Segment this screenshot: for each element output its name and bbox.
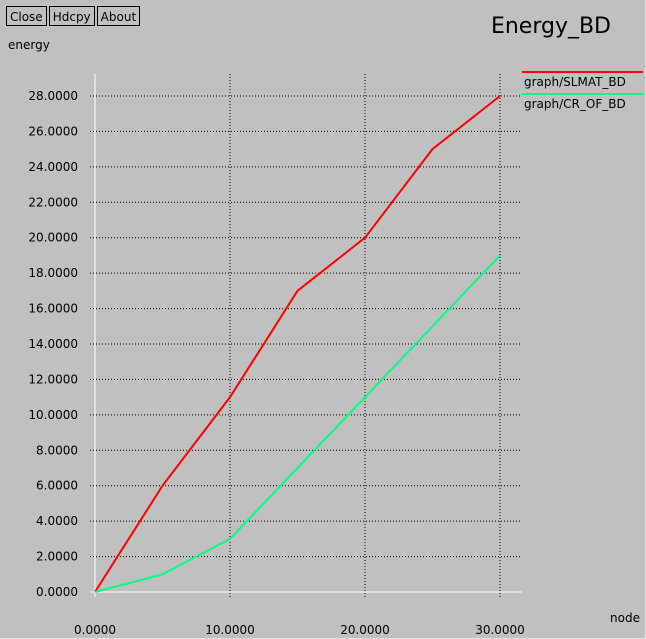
y-tick-label: 22.0000 (28, 195, 78, 209)
y-tick-label: 6.0000 (36, 479, 78, 493)
axes (90, 74, 522, 597)
legend: graph/SLMAT_BD graph/CR_OF_BD (522, 71, 643, 111)
tick-labels: 0.0000 2.0000 4.0000 6.0000 8.0000 10.0000 12.… (28, 89, 640, 637)
legend-entry: graph/SLMAT_BD (524, 75, 626, 89)
series-layer (94, 95, 501, 593)
y-tick-label: 4.0000 (36, 514, 78, 528)
x-tick-label: 0.0000 (74, 623, 116, 637)
y-tick-label: 0.0000 (36, 585, 78, 599)
close-button[interactable]: Close (6, 6, 47, 26)
y-tick-label: 20.0000 (28, 231, 78, 245)
chart-title: Energy_BD (490, 14, 611, 39)
y-tick-label: 16.0000 (28, 302, 78, 316)
legend-entry: graph/CR_OF_BD (524, 97, 626, 111)
series-line (94, 95, 501, 593)
x-axis-label: node (610, 611, 640, 625)
y-tick-label: 8.0000 (36, 443, 78, 457)
grid (90, 74, 522, 597)
y-axis-label: energy (8, 38, 50, 52)
y-tick-label: 26.0000 (28, 124, 78, 138)
y-tick-label: 18.0000 (28, 266, 78, 280)
y-tick-label: 2.0000 (36, 550, 78, 564)
x-tick-label: 10.0000 (205, 623, 255, 637)
toolbar: Close Hdcpy About (6, 6, 141, 26)
x-tick-label: 20.0000 (340, 623, 390, 637)
y-tick-label: 14.0000 (28, 337, 78, 351)
y-tick-label: 24.0000 (28, 160, 78, 174)
x-tick-label: 30.0000 (475, 623, 525, 637)
about-button[interactable]: About (96, 6, 141, 26)
series-line (94, 254, 501, 593)
hdcpy-button[interactable]: Hdcpy (48, 6, 95, 26)
y-tick-label: 12.0000 (28, 372, 78, 386)
y-tick-label: 28.0000 (28, 89, 78, 103)
y-tick-label: 10.0000 (28, 408, 78, 422)
